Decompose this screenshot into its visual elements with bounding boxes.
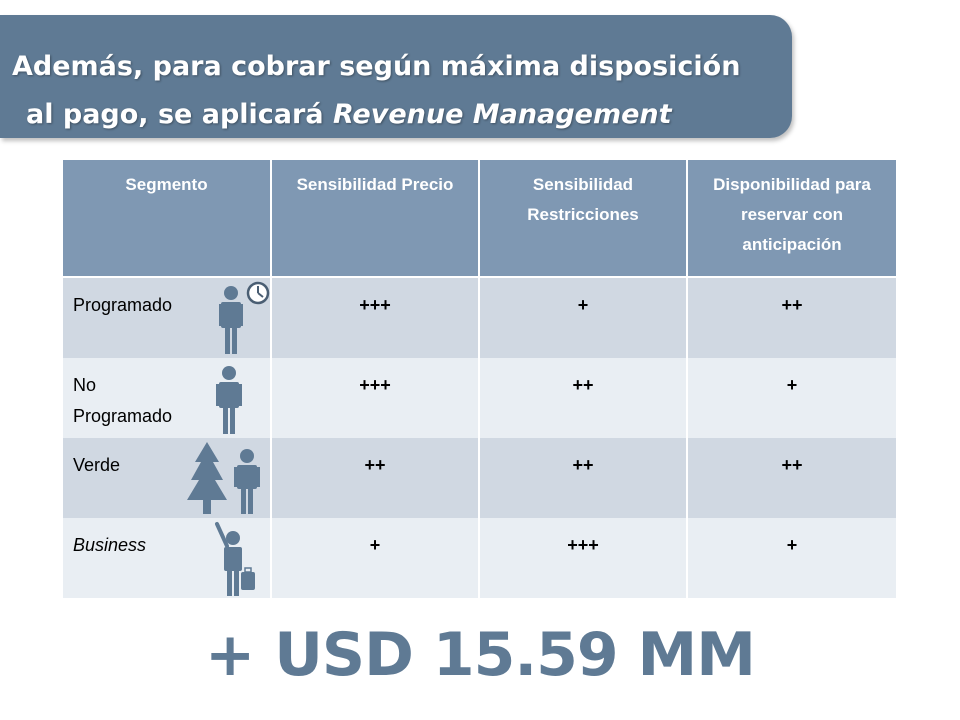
disponibilidad-cell: ++ <box>687 438 896 518</box>
header-sensibilidad-restricciones: Sensibilidad Restricciones <box>479 160 688 277</box>
restricciones-value: +++ <box>567 535 599 555</box>
segment-label: Programado <box>73 295 173 315</box>
business-person-icon <box>215 522 255 596</box>
header-sensibilidad-precio: Sensibilidad Precio <box>271 160 480 277</box>
restricciones-cell: +++ <box>479 518 688 598</box>
segment-label: Business <box>73 535 147 555</box>
precio-cell: +++ <box>271 358 480 438</box>
person-icon <box>216 366 242 434</box>
precio-value: + <box>369 535 381 555</box>
person-clock-icon <box>219 281 270 354</box>
segment-cell: Verde <box>63 438 272 518</box>
disponibilidad-cell: + <box>687 358 896 438</box>
table-row: Programado +++ + ++ <box>63 276 896 358</box>
tree-person-icon <box>187 442 260 514</box>
title-line-2-text: al pago, se aplicará <box>26 99 333 130</box>
precio-value: +++ <box>359 375 391 395</box>
restricciones-value: ++ <box>572 375 594 395</box>
restricciones-cell: + <box>479 276 688 358</box>
header-disponibilidad: Disponibilidad para reservar con anticip… <box>687 160 896 277</box>
precio-cell: + <box>271 518 480 598</box>
restricciones-cell: ++ <box>479 438 688 518</box>
disponibilidad-value: ++ <box>781 295 803 315</box>
disponibilidad-value: ++ <box>781 455 803 475</box>
precio-cell: ++ <box>271 438 480 518</box>
table-row: No Programado +++ ++ + <box>63 358 896 438</box>
restricciones-value: ++ <box>572 455 594 475</box>
revenue-result: + USD 15.59 MM <box>205 620 756 690</box>
disponibilidad-cell: + <box>687 518 896 598</box>
segment-label: Verde <box>73 455 121 475</box>
precio-value: +++ <box>359 295 391 315</box>
restricciones-value: + <box>577 295 589 315</box>
segment-cell: Programado <box>63 276 272 358</box>
precio-value: ++ <box>364 455 386 475</box>
table-header-row: Segmento Sensibilidad Precio Sensibilida… <box>63 160 896 277</box>
title-line-1: Además, para cobrar según máxima disposi… <box>12 51 741 82</box>
table-row: Business + +++ + <box>63 518 896 598</box>
disponibilidad-value: + <box>786 375 798 395</box>
title-emphasis: Revenue Management <box>332 99 672 130</box>
disponibilidad-cell: ++ <box>687 276 896 358</box>
title-banner: Además, para cobrar según máxima disposi… <box>0 15 792 138</box>
segment-cell: Business <box>63 518 272 598</box>
table-row: Verde ++ ++ ++ <box>63 438 896 518</box>
restricciones-cell: ++ <box>479 358 688 438</box>
segment-cell: No Programado <box>63 358 272 438</box>
header-segmento: Segmento <box>63 160 272 277</box>
disponibilidad-value: + <box>786 535 798 555</box>
precio-cell: +++ <box>271 276 480 358</box>
segment-label: No Programado <box>73 375 173 426</box>
title-line-2: al pago, se aplicará Revenue Management <box>26 99 672 130</box>
segment-table: Segmento Sensibilidad Precio Sensibilida… <box>63 160 896 598</box>
